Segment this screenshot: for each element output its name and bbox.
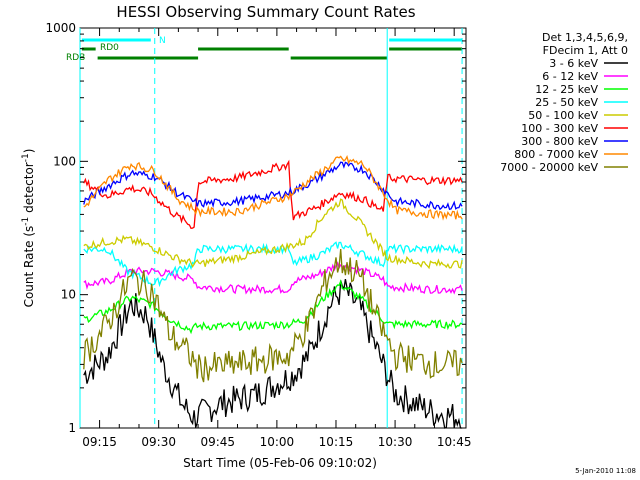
legend-label: 3 - 6 keV (549, 57, 598, 70)
series-line-2 (83, 279, 463, 335)
chart-title: HESSI Observing Summary Count Rates (116, 3, 415, 21)
axes: 1 10 100 1000 09:15 09:30 09:45 10:00 10:15 10:30… (45, 21, 471, 449)
y-axis-label-end: ) (22, 149, 36, 154)
legend-label: 100 - 300 keV (521, 122, 598, 135)
flag-label-n: N (159, 36, 166, 46)
y-tick-label: 100 (53, 154, 76, 168)
series-line-5 (83, 159, 463, 230)
x-tick-label: 10:15 (319, 435, 354, 449)
footer-timestamp: 5-Jan-2010 11:08 (575, 467, 636, 475)
y-tick-label: 1000 (45, 21, 76, 35)
flag-label-rdb: RDB (66, 53, 85, 63)
x-tick-label: 09:15 (82, 435, 117, 449)
series-line-7 (83, 154, 463, 221)
y-axis-label-exp1: -1 (21, 217, 31, 226)
y-tick-label: 10 (61, 288, 76, 302)
x-tick-label: 09:45 (200, 435, 235, 449)
legend-label: 25 - 50 keV (535, 96, 598, 109)
series-line-6 (83, 161, 463, 211)
y-tick-label: 1 (68, 421, 76, 435)
y-axis-label-main: Count Rate (s (22, 226, 36, 308)
x-tick-label: 10:00 (260, 435, 295, 449)
legend-header-line1: Det 1,3,4,5,6,9, (542, 31, 628, 44)
flag-label-rd0: RD0 (100, 43, 119, 53)
y-axis-label: Count Rate (s-1 detector-1) (21, 149, 36, 308)
series-line-4 (83, 198, 463, 270)
legend-label: 800 - 7000 keV (514, 148, 598, 161)
series-lines (83, 154, 463, 429)
x-tick-label: 10:30 (378, 435, 413, 449)
series-line-8 (83, 248, 463, 383)
y-axis-label-exp2: -1 (21, 153, 31, 162)
x-tick-label: 09:30 (141, 435, 176, 449)
legend-label: 7000 - 20000 keV (500, 161, 598, 174)
legend-label: 50 - 100 keV (528, 109, 598, 122)
instrument-flags: N RD0 RDB (66, 36, 463, 63)
series-line-1 (83, 261, 463, 295)
x-axis-label: Start Time (05-Feb-06 09:10:02) (183, 456, 377, 470)
legend-header-line2: FDecim 1, Att 0 (543, 44, 628, 57)
y-axis-label-mid: detector (22, 162, 36, 217)
legend-label: 300 - 800 keV (521, 135, 598, 148)
legend-label: 6 - 12 keV (542, 70, 598, 83)
series-line-0 (83, 278, 463, 429)
x-tick-label: 10:45 (437, 435, 472, 449)
cyan-markers (79, 28, 463, 428)
legend-label: 12 - 25 keV (535, 83, 598, 96)
